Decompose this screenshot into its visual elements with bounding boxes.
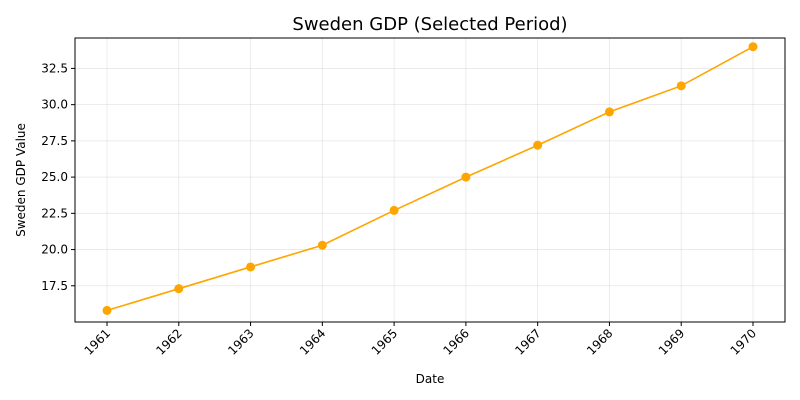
chart-title: Sweden GDP (Selected Period) <box>292 14 567 35</box>
x-axis: 1961 1962 1963 1964 1965 1966 1967 1968 1969 1970 <box>82 322 759 358</box>
x-tick-label: 1970 <box>728 326 759 357</box>
x-axis-label: Date <box>416 372 445 386</box>
y-tick-label: 32.5 <box>41 61 68 75</box>
x-tick-label: 1965 <box>369 326 400 357</box>
x-tick-label: 1968 <box>584 326 615 357</box>
y-tick-label: 25.0 <box>41 170 68 184</box>
data-point <box>174 284 184 294</box>
y-tick-label: 30.0 <box>41 98 68 112</box>
x-tick-label: 1963 <box>225 326 256 357</box>
data-point <box>604 107 614 117</box>
data-point <box>748 42 758 52</box>
data-point <box>533 140 543 150</box>
series-line <box>106 45 754 312</box>
x-tick-label: 1966 <box>441 326 472 357</box>
y-tick-label: 27.5 <box>41 134 68 148</box>
data-point <box>246 262 256 272</box>
plot-frame <box>74 37 786 323</box>
data-point <box>389 205 399 215</box>
x-tick-label: 1962 <box>153 326 184 357</box>
x-tick-label: 1969 <box>656 326 687 357</box>
y-tick-label: 20.0 <box>41 243 68 257</box>
y-tick-label: 17.5 <box>41 279 68 293</box>
data-point <box>461 172 471 182</box>
data-point <box>102 305 112 315</box>
y-axis-label: Sweden GDP Value <box>14 123 28 237</box>
data-point <box>676 81 686 91</box>
x-tick-label: 1967 <box>512 326 543 357</box>
series <box>102 42 758 315</box>
y-axis: 17.5 20.0 22.5 25.0 27.5 30.0 32.5 <box>41 61 75 293</box>
x-tick-label: 1964 <box>297 326 328 357</box>
y-tick-label: 22.5 <box>41 206 68 220</box>
x-tick-label: 1961 <box>82 326 113 357</box>
grid <box>75 38 785 322</box>
data-point <box>317 240 327 250</box>
